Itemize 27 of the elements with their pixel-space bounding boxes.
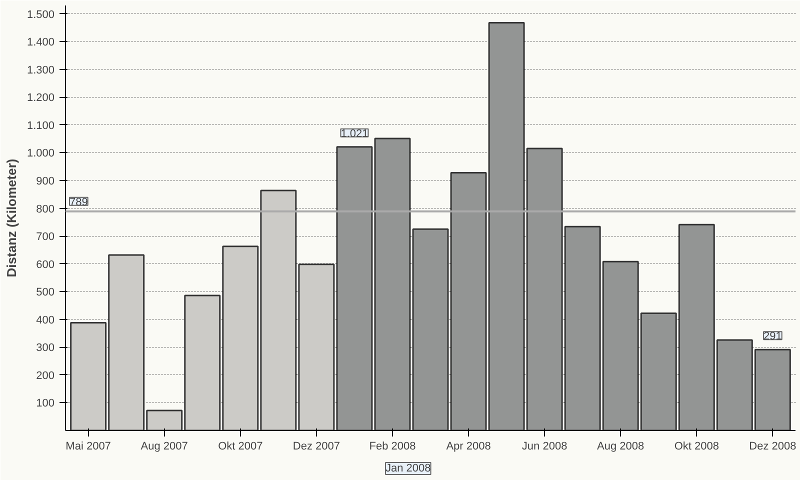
y-tick-label: 1.100 [26,120,55,132]
x-tick-label: Aug 2007 [140,440,188,452]
y-tick-label: 1.000 [26,148,55,160]
y-tick-label: 100 [36,398,55,410]
bar [412,228,449,430]
y-tick-label: 900 [36,176,55,188]
x-tick-label: Dez 2008 [749,440,796,452]
x-tick-label: Feb 2008 [369,440,416,452]
y-tick-label: 1.300 [26,64,55,76]
x-tick-label: Okt 2008 [674,440,719,452]
x-tick-label: Aug 2008 [597,440,644,452]
y-tick-label: 1.500 [26,8,55,21]
x-tick-label: Mai 2007 [66,440,111,452]
y-tick-label: 500 [36,286,55,299]
y-tick-label: 800 [36,203,55,216]
y-tick-label: 1.200 [26,92,55,104]
x-tick-label: Okt 2007 [218,440,263,452]
y-tick-label: 200 [36,370,55,382]
y-tick-label: 300 [36,342,55,354]
x-tick-label: Apr 2008 [446,440,491,452]
y-tick-label: 700 [36,231,55,244]
x-tick-label: Dez 2007 [292,440,340,452]
y-axis-title: Distanz (Kilometer) [4,158,19,278]
y-tick-label: 600 [36,258,55,271]
y-tick-label: 1.400 [26,36,55,49]
x-tick-label: Jun 2008 [522,440,568,452]
y-tick-label: 400 [36,314,55,326]
